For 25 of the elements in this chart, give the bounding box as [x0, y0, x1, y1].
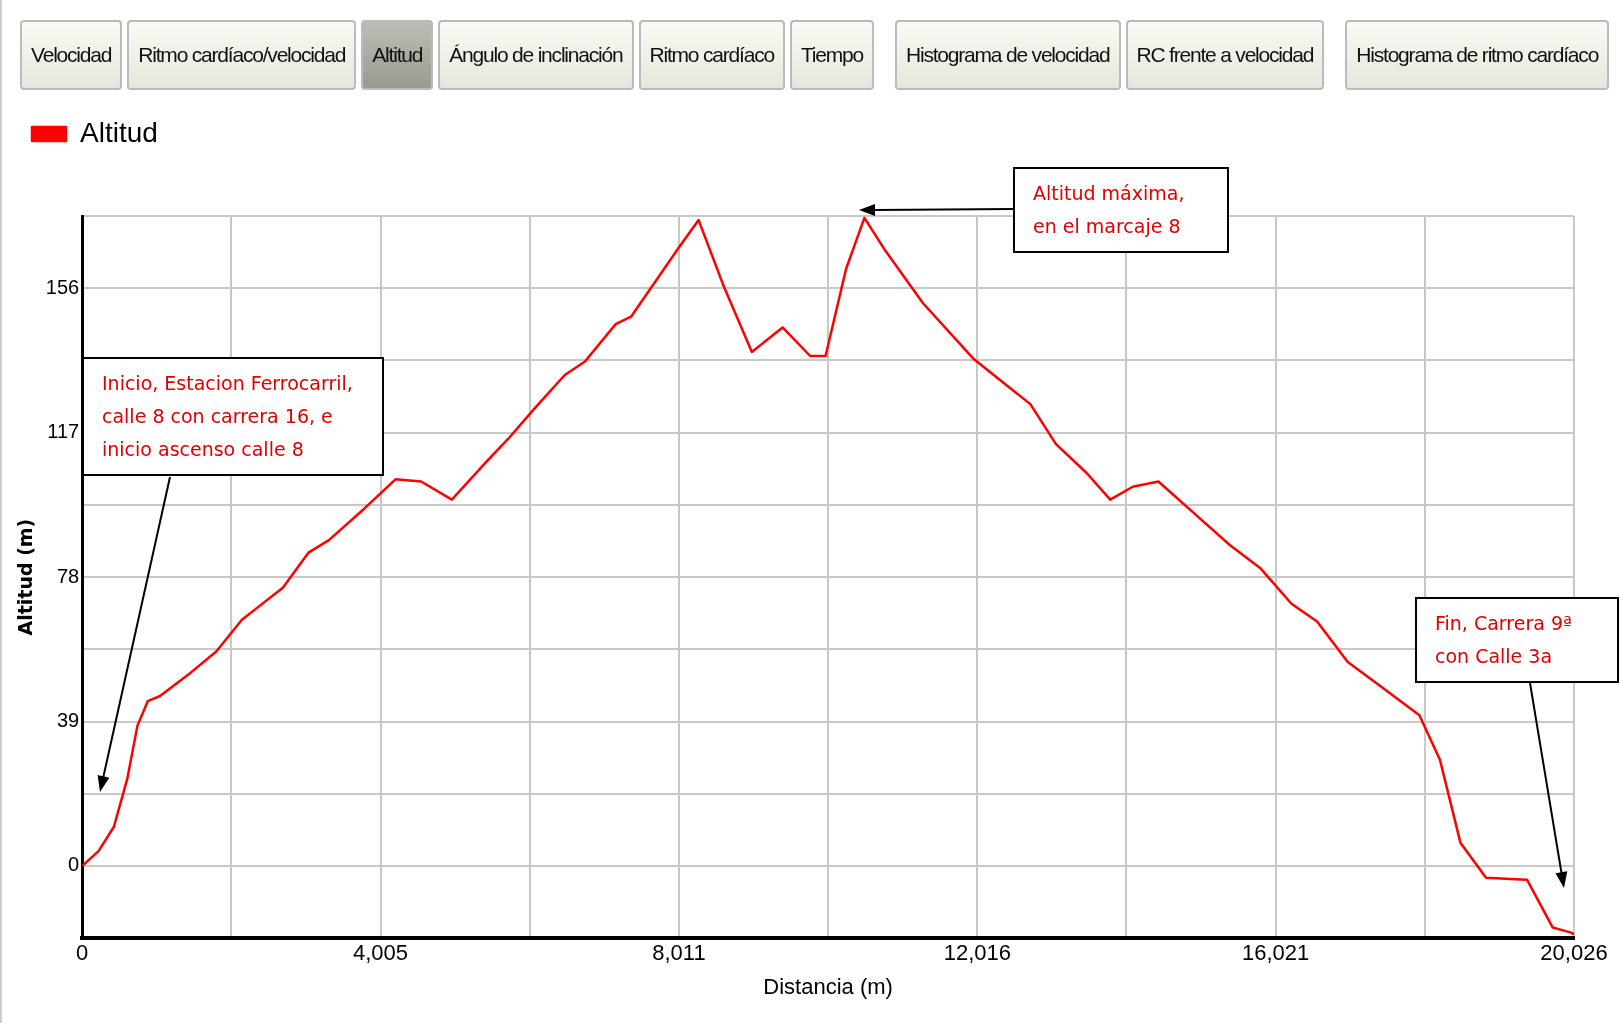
x-tick-label: 4,005	[352, 940, 409, 966]
y-tick-label: 117	[47, 420, 80, 443]
x-tick-label: 8,011	[652, 940, 706, 966]
text: Ritmo cardíaco/velocidad	[127, 20, 357, 90]
y-tick-label: 156	[45, 275, 80, 298]
x-axis-title: Distancia (m)	[763, 973, 893, 999]
text: Velocidad	[20, 20, 123, 90]
legend-label: Altitud	[80, 116, 158, 148]
text: RC frente a velocidad	[1125, 20, 1325, 90]
text: Histograma de ritmo cardíaco	[1345, 20, 1610, 90]
y-tick-label: 39	[56, 709, 80, 732]
text: Altitud	[361, 20, 434, 90]
note-box: Fin, Carrera 9ª con Calle 3a	[1415, 597, 1619, 683]
y-axis-title: Altitud (m)	[14, 518, 37, 636]
note-box: Inicio, Estacion Ferrocarril, calle 8 con carrera 16, e inicio ascenso calle 8	[82, 357, 384, 476]
text: Ritmo cardíaco	[638, 20, 785, 90]
text: Tiempo	[789, 20, 874, 90]
y-tick-label: 78	[56, 564, 80, 587]
y-tick-label: 0	[68, 853, 80, 876]
note-box: Altitud máxima, en el marcaje 8	[1013, 167, 1229, 253]
x-tick-label: 12,016	[943, 940, 1011, 966]
text: Histograma de velocidad	[894, 20, 1121, 90]
x-tick-label: 16,021	[1242, 940, 1310, 966]
text: Ángulo de inclinación	[438, 20, 634, 90]
x-tick-label: 20,026	[1540, 940, 1608, 966]
